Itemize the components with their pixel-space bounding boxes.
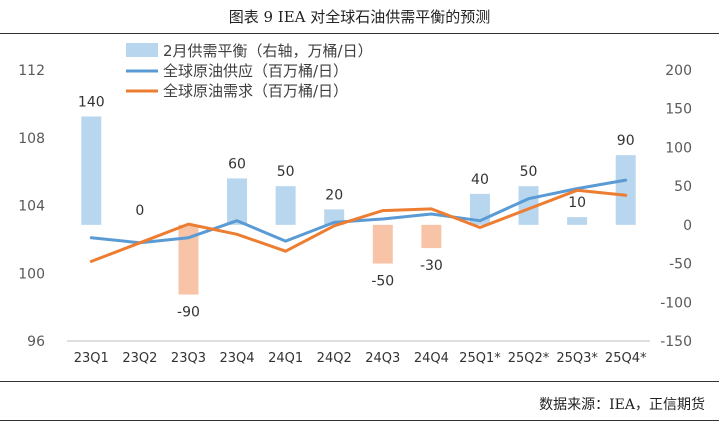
left-tick-label: 104 (18, 199, 45, 215)
bar-value-label: -30 (420, 258, 443, 274)
category-label: 25Q2* (508, 351, 550, 366)
bar-value-label: -50 (371, 274, 394, 290)
source-note: 数据来源：IEA，正信期货 (539, 397, 705, 413)
category-label: 23Q3 (171, 351, 206, 366)
footer-rule (0, 420, 719, 421)
category-label: 24Q2 (317, 351, 352, 366)
right-tick-label: 200 (665, 63, 692, 79)
category-label: 24Q3 (365, 351, 400, 366)
bars-layer (81, 116, 636, 295)
bar-value-label: 40 (471, 172, 489, 188)
bar-value-label: 50 (277, 164, 295, 180)
balance-bar (227, 178, 248, 225)
legend-label-supply: 全球原油供应（百万桶/日） (163, 62, 348, 80)
figure-title: 图表 9 IEA 对全球石油供需平衡的预测 (228, 8, 491, 26)
left-tick-label: 112 (18, 63, 45, 79)
left-tick-label: 96 (27, 334, 45, 350)
balance-bar (615, 155, 636, 225)
bar-value-label: 10 (568, 195, 586, 211)
bar-value-label: 0 (135, 203, 144, 219)
legend-label-balance: 2月供需平衡（右轴，万桶/日） (163, 42, 373, 60)
right-tick-label: 50 (674, 179, 692, 195)
category-label: 25Q4* (605, 351, 647, 366)
balance-bar (372, 224, 393, 264)
bar-value-label: 90 (617, 133, 635, 149)
legend-swatch-balance (126, 43, 158, 57)
bar-value-label: 140 (78, 94, 105, 110)
category-label: 23Q1 (74, 351, 109, 366)
category-label: 23Q4 (220, 351, 255, 366)
balance-bar (421, 224, 442, 249)
left-tick-label: 100 (18, 266, 45, 282)
category-label: 24Q4 (414, 351, 449, 366)
right-tick-label: 0 (683, 218, 692, 234)
balance-bar (518, 186, 539, 225)
axes-layer: 96100104108112-150-100-5005010015020023Q… (18, 63, 692, 366)
category-label: 24Q1 (268, 351, 303, 366)
left-tick-label: 108 (18, 131, 45, 147)
supply-line (89, 178, 628, 245)
right-tick-label: 150 (665, 102, 692, 118)
right-tick-label: -50 (669, 257, 692, 273)
legend: 2月供需平衡（右轴，万桶/日） 全球原油供应（百万桶/日） 全球原油需求（百万桶/日… (126, 42, 373, 100)
category-label: 25Q1* (459, 351, 501, 366)
bar-value-label: -90 (177, 305, 200, 321)
data-labels-layer: 140 0 -90 60 50 20 -50 -30 40 50 10 90 (78, 94, 635, 320)
top-rule (0, 33, 719, 34)
balance-bar (178, 224, 199, 295)
right-tick-label: 100 (665, 140, 692, 156)
legend-label-demand: 全球原油需求（百万桶/日） (163, 82, 348, 100)
bar-value-label: 60 (228, 156, 246, 172)
balance-bar (81, 116, 102, 225)
category-label: 25Q3* (556, 351, 598, 366)
category-label: 23Q2 (122, 351, 157, 366)
demand-line (89, 188, 628, 263)
balance-bar (567, 217, 588, 225)
balance-bar (275, 186, 296, 225)
right-tick-label: -150 (660, 334, 692, 350)
bar-value-label: 50 (520, 164, 538, 180)
bar-value-label: 20 (325, 187, 343, 203)
bottom-rule (0, 381, 719, 382)
right-tick-label: -100 (660, 295, 692, 311)
lines-layer (89, 178, 628, 263)
